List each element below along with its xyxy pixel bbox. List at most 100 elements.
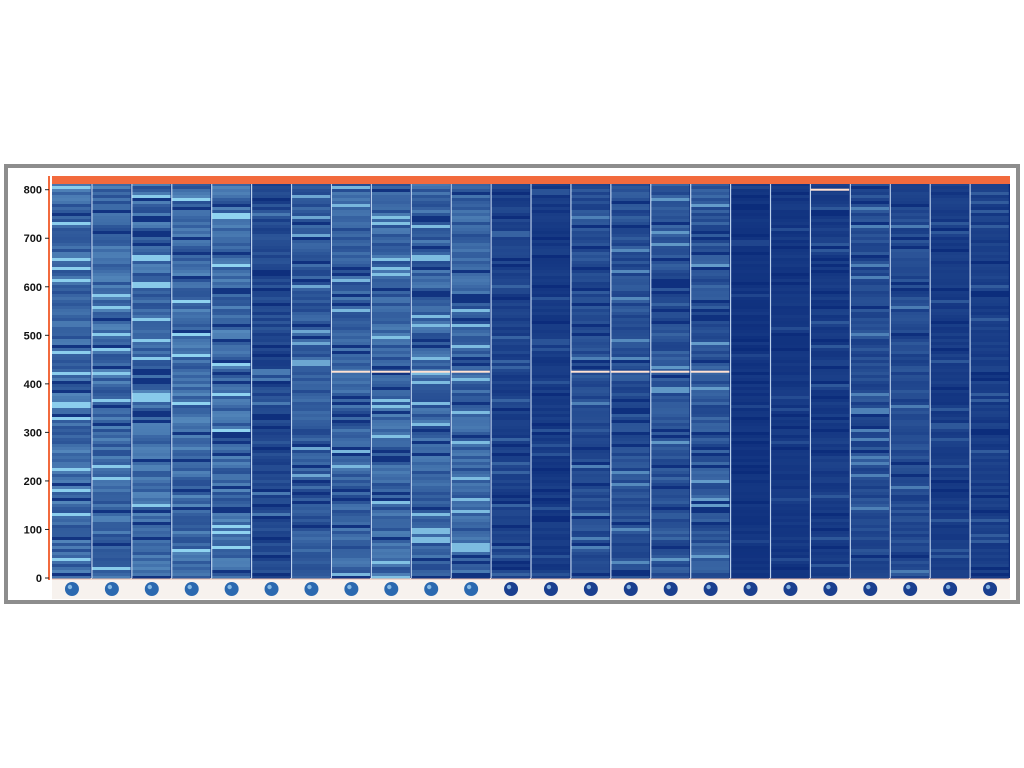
heatmap-cell — [570, 219, 610, 222]
heatmap-cell — [930, 294, 969, 297]
heatmap-cell — [371, 558, 411, 561]
heatmap-cell — [930, 375, 969, 378]
heatmap-cell — [890, 543, 929, 546]
heatmap-cell — [650, 225, 690, 228]
heatmap-cell — [570, 330, 610, 333]
heatmap-cell — [770, 186, 810, 189]
heatmap-cell — [770, 453, 810, 456]
heatmap-cell — [531, 231, 570, 234]
heatmap-cell — [810, 498, 850, 501]
heatmap-cell — [930, 306, 969, 309]
heatmap-cell — [451, 345, 490, 348]
heatmap-cell — [770, 348, 810, 351]
heatmap-cell — [650, 294, 690, 297]
heatmap-cell — [531, 189, 570, 192]
heatmap-cell — [91, 498, 131, 501]
heatmap-cell — [531, 540, 570, 543]
heatmap-cell — [770, 522, 810, 525]
heatmap-cell — [291, 480, 331, 483]
heatmap-cell — [411, 408, 450, 411]
heatmap-cell — [970, 264, 1009, 267]
heatmap-cell — [650, 192, 690, 195]
heatmap-cell — [131, 348, 171, 351]
heatmap-cell — [770, 273, 810, 276]
heatmap-cell — [52, 246, 91, 249]
heatmap-cell — [491, 468, 530, 471]
heatmap-cell — [211, 573, 251, 576]
heatmap-cell — [211, 201, 251, 204]
heatmap-cell — [491, 312, 530, 315]
heatmap-cell — [52, 534, 91, 537]
heatmap-cell — [570, 465, 610, 468]
heatmap-cell — [52, 321, 91, 324]
heatmap-cell — [610, 474, 650, 477]
heatmap-cell — [531, 291, 570, 294]
heatmap-cell — [171, 531, 211, 534]
heatmap-cell — [171, 405, 211, 408]
highlight-row — [690, 370, 730, 373]
heatmap-cell — [131, 405, 171, 408]
heatmap-cell — [650, 297, 690, 300]
heatmap-cell — [531, 354, 570, 357]
heatmap-cell — [411, 351, 450, 354]
heatmap-cell — [371, 195, 411, 198]
heatmap-cell — [690, 531, 730, 534]
heatmap-cell — [491, 258, 530, 261]
heatmap-cell — [770, 528, 810, 531]
heatmap-cell — [52, 480, 91, 483]
heatmap-cell — [211, 360, 251, 363]
heatmap-cell — [451, 501, 490, 504]
heatmap-cell — [970, 561, 1009, 564]
heatmap-cell — [970, 339, 1009, 342]
heatmap-cell — [331, 234, 371, 237]
heatmap-cell — [52, 405, 91, 408]
heatmap-cell — [371, 423, 411, 426]
heatmap-cell — [970, 408, 1009, 411]
heatmap-cell — [251, 567, 291, 570]
heatmap-cell — [650, 447, 690, 450]
heatmap-cell — [251, 504, 291, 507]
heatmap-cell — [491, 378, 530, 381]
heatmap-cell — [131, 384, 171, 387]
heatmap-cell — [730, 531, 770, 534]
heatmap-cell — [371, 426, 411, 429]
heatmap-cell — [211, 318, 251, 321]
heatmap-cell — [451, 270, 490, 273]
heatmap-cell — [890, 534, 929, 537]
heatmap-cell — [531, 363, 570, 366]
heatmap-cell — [610, 567, 650, 570]
heatmap-cell — [930, 237, 969, 240]
heatmap-cell — [690, 330, 730, 333]
heatmap-cell — [970, 459, 1009, 462]
heatmap-cell — [930, 432, 969, 435]
heatmap-cell — [890, 270, 929, 273]
heatmap-cell — [610, 264, 650, 267]
heatmap-cell — [930, 534, 969, 537]
heatmap-cell — [251, 222, 291, 225]
heatmap-cell — [730, 198, 770, 201]
heatmap-cell — [810, 402, 850, 405]
heatmap-cell — [91, 297, 131, 300]
heatmap-cell — [91, 288, 131, 291]
heatmap-cell — [890, 336, 929, 339]
heatmap-cell — [610, 192, 650, 195]
heatmap-cell — [451, 237, 490, 240]
heatmap-cell — [171, 456, 211, 459]
heatmap-cell — [690, 471, 730, 474]
heatmap-cell — [491, 255, 530, 258]
heatmap-cell — [570, 552, 610, 555]
heatmap-cell — [930, 300, 969, 303]
heatmap-cell — [52, 462, 91, 465]
heatmap-cell — [610, 402, 650, 405]
heatmap-cell — [251, 273, 291, 276]
heatmap-cell — [171, 576, 211, 579]
heatmap-cell — [211, 432, 251, 435]
heatmap-cell — [970, 546, 1009, 549]
heatmap-cell — [690, 411, 730, 414]
heatmap-cell — [810, 522, 850, 525]
sample-dot — [543, 582, 558, 596]
heatmap-cell — [650, 279, 690, 282]
heatmap-cell — [211, 396, 251, 399]
heatmap-cell — [730, 576, 770, 579]
heatmap-cell — [850, 546, 890, 549]
